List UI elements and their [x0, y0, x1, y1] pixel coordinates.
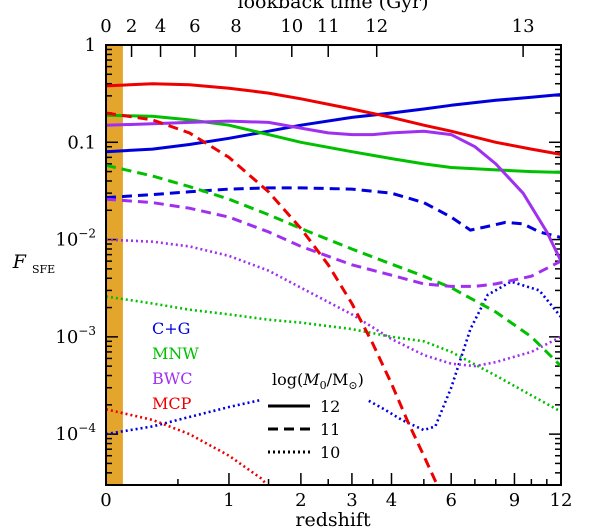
- legend-model-label: C+G: [152, 319, 190, 338]
- series-cg-12: [106, 93, 561, 154]
- top-tick-label: 11: [317, 16, 340, 37]
- x-tick-label: 0: [100, 490, 111, 511]
- data-curves: [106, 82, 561, 485]
- top-axis-title: lookback time (Gyr): [238, 0, 429, 13]
- y-axis-title: F SFE: [12, 251, 55, 276]
- y-axis-title-main: F: [12, 251, 27, 273]
- series-mnw-10: [106, 295, 561, 413]
- x-tick-label: 9: [509, 490, 520, 511]
- legend-title-part: log(: [272, 370, 303, 389]
- x-tick-label: 3: [346, 490, 357, 511]
- top-tick-label: 13: [512, 16, 535, 37]
- y-tick-label: 10−4: [55, 421, 96, 445]
- series-cg-10: [106, 398, 262, 436]
- x-tick-label: 1: [223, 490, 234, 511]
- top-tick-label: 6: [189, 16, 200, 37]
- series-mnw-11: [106, 163, 561, 368]
- top-tick-label: 0: [100, 16, 111, 37]
- series-bwc-11: [106, 197, 561, 288]
- plot-frame: [105, 44, 562, 486]
- legend-model-label: MNW: [152, 344, 199, 363]
- axis-labels: 10.110−210−310−40 1 2 3 4 6 9 120 2 4 6 8 10 11 12 13: [55, 16, 572, 511]
- series-bwc-12: [106, 119, 561, 262]
- axis-ticks: [105, 44, 562, 486]
- legend-mass-label: 12: [320, 397, 340, 416]
- legend-model-label: BWC: [152, 369, 192, 388]
- top-tick-label: 4: [155, 16, 166, 37]
- y-tick-label: 1: [85, 35, 96, 56]
- y-tick-label: 10−3: [55, 324, 96, 348]
- legend-model-label: MCP: [152, 394, 192, 413]
- legend-title-part: M: [302, 370, 320, 389]
- x-tick-label: 12: [550, 490, 573, 511]
- x-axis-title: redshift: [295, 509, 371, 528]
- y-tick-exponent: −2: [78, 227, 96, 241]
- series-bwc-10: [106, 238, 561, 368]
- x-tick-label: 6: [445, 490, 456, 511]
- series-cg-11: [106, 186, 561, 239]
- series-cg-10-part2: [368, 280, 561, 432]
- legend: C+G MNW BWC MCP log(M0/M⊙) 12 11 10: [152, 319, 364, 462]
- legend-mass-title: log(M0/M⊙): [272, 370, 364, 392]
- y-tick-label: 0.1: [67, 132, 96, 153]
- legend-mass-label: 11: [320, 420, 340, 439]
- top-tick-label: 2: [126, 16, 137, 37]
- legend-title-part: /M: [327, 370, 349, 389]
- x-tick-label: 2: [295, 490, 306, 511]
- x-tick-label: 4: [386, 490, 397, 511]
- top-tick-label: 12: [365, 16, 388, 37]
- series-mcp-11: [106, 111, 439, 485]
- y-axis-title-sub: SFE: [32, 263, 55, 276]
- series-mcp-12: [106, 82, 561, 156]
- series-mnw-12: [106, 113, 561, 174]
- plot-shaded-band: [106, 45, 123, 485]
- y-tick-exponent: −4: [78, 421, 96, 435]
- legend-title-part: ): [358, 370, 364, 389]
- top-tick-label: 10: [280, 16, 303, 37]
- legend-title-part: ⊙: [348, 379, 357, 392]
- series-mcp-10: [106, 408, 269, 485]
- top-tick-label: 8: [230, 16, 241, 37]
- y-tick-exponent: −3: [78, 324, 96, 338]
- y-tick-label: 10−2: [55, 227, 96, 251]
- legend-mass-label: 10: [320, 443, 340, 462]
- legend-title-part: 0: [320, 379, 327, 392]
